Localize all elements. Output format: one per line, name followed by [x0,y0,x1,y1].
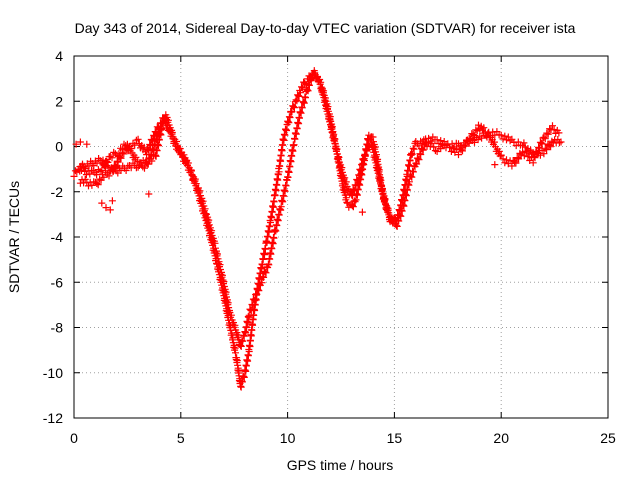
x-tick-label: 5 [177,430,185,446]
y-tick-label: -2 [51,184,64,200]
y-tick-label: 4 [55,48,63,64]
y-axis-label: SDTVAR / TECUs [6,181,22,293]
chart-title: Day 343 of 2014, Sidereal Day-to-day VTE… [75,20,576,36]
x-tick-label: 20 [493,430,509,446]
x-axis-label: GPS time / hours [287,457,394,473]
markers [70,67,565,391]
x-tick-label: 25 [600,430,616,446]
y-tick-label: 0 [55,139,63,155]
y-tick-label: -10 [43,365,63,381]
y-tick-label: -12 [43,410,63,426]
y-tick-label: 2 [55,93,63,109]
y-tick-label: -4 [51,229,64,245]
grid [74,56,608,418]
x-tick-label: 10 [280,430,296,446]
ticks [73,55,609,419]
tick-labels: 0 5 10 15 20 25 -12 -10 -8 -6 -4 -2 0 2 4 [43,48,616,446]
y-tick-label: -6 [51,274,64,290]
x-tick-label: 15 [387,430,403,446]
data-markers [70,67,565,391]
x-tick-label: 0 [70,430,78,446]
y-tick-label: -8 [51,320,64,336]
